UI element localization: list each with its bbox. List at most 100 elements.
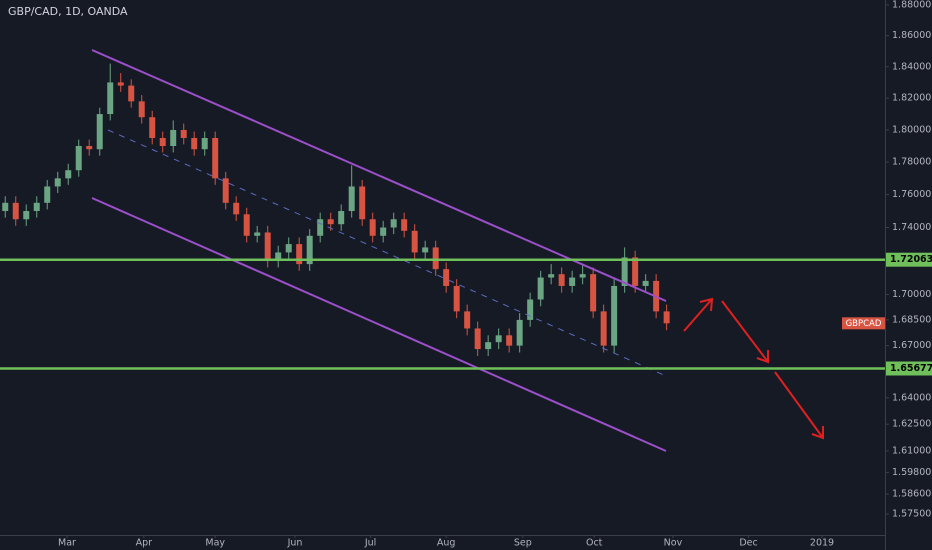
arrow-head	[699, 297, 714, 312]
level-tag	[886, 361, 932, 376]
candle-body	[23, 211, 30, 220]
candle-body	[44, 186, 51, 203]
candle-body	[254, 232, 261, 236]
candle-body	[474, 328, 481, 350]
candle-body	[296, 244, 303, 265]
y-tick-label: 1.86000	[892, 30, 931, 41]
candle-body	[506, 335, 513, 346]
level-label: 1.65677	[890, 363, 932, 374]
candle-body	[600, 311, 607, 346]
channel-mid	[107, 129, 667, 377]
x-tick-label: May	[205, 538, 225, 549]
arrow-head	[811, 426, 824, 440]
candle-body	[2, 202, 9, 212]
y-tick-label: 1.68500	[892, 314, 931, 325]
x-tick-label: Dec	[739, 538, 757, 549]
candle-body	[222, 178, 229, 203]
candle-body	[285, 244, 292, 253]
candle-body	[401, 219, 408, 231]
candle-body	[579, 274, 586, 278]
y-tick-label: 1.57500	[892, 509, 931, 520]
candle-body	[432, 247, 439, 270]
candle-body	[180, 129, 187, 138]
candle-body	[663, 311, 670, 324]
y-tick-label: 1.80000	[892, 124, 931, 135]
candle-body	[264, 232, 271, 261]
arrow-head	[756, 350, 769, 364]
candle-body	[495, 335, 502, 343]
candle-body	[317, 219, 324, 236]
candle-body	[33, 202, 40, 212]
candle-body	[632, 257, 639, 286]
y-tick-label: 1.88000	[892, 0, 931, 10]
candle-body	[107, 82, 114, 115]
x-tick-label: Apr	[136, 538, 153, 549]
plot	[2, 63, 670, 356]
y-tick-label: 1.84000	[892, 61, 931, 72]
candle-body	[75, 146, 82, 171]
candle-body	[411, 230, 418, 253]
candle-body	[170, 129, 177, 147]
y-tick-label: 1.62500	[892, 419, 931, 430]
channel-lower	[91, 197, 667, 452]
x-tick-label: Mar	[58, 538, 76, 549]
y-tick-label: 1.61000	[892, 445, 931, 456]
candle-body	[12, 202, 19, 220]
candle-body	[390, 219, 397, 228]
candle-body	[453, 285, 460, 312]
x-tick-label: Sep	[514, 538, 532, 549]
price-tag	[842, 317, 885, 330]
candle-body	[117, 82, 124, 86]
arrows	[683, 297, 824, 440]
candle-body	[380, 227, 387, 236]
candle-body	[527, 299, 534, 320]
candle-body	[128, 85, 135, 102]
candle-body	[159, 137, 166, 147]
x-tick-label: Aug	[437, 538, 456, 549]
arrow	[683, 298, 713, 332]
level-tag	[886, 252, 932, 267]
candle-body	[537, 277, 544, 300]
candle-body	[348, 186, 355, 212]
x-tick-label: Jul	[364, 538, 376, 549]
candle-body	[369, 219, 376, 236]
candle-body	[516, 319, 523, 346]
candle-body	[191, 137, 198, 150]
candle-body	[642, 280, 649, 286]
candle-body	[212, 137, 219, 179]
candle-body	[548, 274, 555, 278]
arrow	[721, 300, 769, 363]
candle-body	[201, 137, 208, 150]
candle-body	[621, 257, 628, 286]
candle-body	[233, 202, 240, 215]
y-tick-label: 1.78000	[892, 157, 931, 168]
y-tick-label: 1.67000	[892, 340, 931, 351]
y-tick-label: 1.59800	[892, 467, 931, 478]
y-tick-label: 1.82000	[892, 93, 931, 104]
candle-body	[327, 219, 334, 225]
candle-body	[443, 269, 450, 286]
y-tick-label: 1.76000	[892, 189, 931, 200]
y-tick-label: 1.74000	[892, 222, 931, 233]
candle-body	[86, 146, 93, 150]
candle-body	[275, 252, 282, 261]
x-tick-label: 2019	[810, 538, 834, 549]
candle-body	[590, 274, 597, 312]
y-tick-label: 1.70000	[892, 289, 931, 300]
y-tick-label: 1.58600	[892, 489, 931, 500]
chart-title: GBP/CAD, 1D, OANDA	[8, 5, 128, 18]
candle-body	[306, 235, 313, 265]
candle-body	[338, 211, 345, 225]
candle-body	[243, 214, 250, 236]
candle-body	[485, 342, 492, 350]
candle-body	[138, 101, 145, 118]
candle-body	[611, 285, 618, 346]
arrow	[774, 371, 824, 439]
price-tag-label: GBPCAD	[846, 319, 882, 329]
candle-body	[54, 178, 61, 187]
candle-body	[464, 311, 471, 329]
level-label: 1.72063	[890, 254, 932, 265]
x-tick-label: Jun	[287, 538, 303, 549]
